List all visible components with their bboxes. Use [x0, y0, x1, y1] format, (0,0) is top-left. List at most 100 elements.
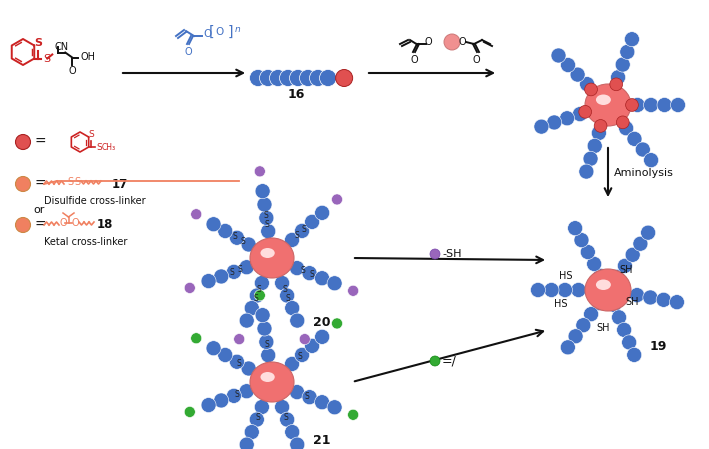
Circle shape — [610, 78, 623, 91]
Circle shape — [315, 205, 330, 220]
Text: S: S — [96, 144, 102, 153]
Text: O: O — [411, 55, 418, 65]
Circle shape — [594, 119, 607, 132]
Text: O: O — [203, 29, 211, 39]
Circle shape — [630, 97, 645, 113]
Text: S: S — [238, 265, 242, 274]
Circle shape — [245, 425, 259, 440]
Text: 16: 16 — [287, 88, 305, 101]
Circle shape — [234, 334, 245, 345]
Circle shape — [289, 385, 305, 400]
Text: S: S — [229, 268, 234, 277]
Circle shape — [239, 313, 255, 328]
Circle shape — [201, 397, 216, 413]
Circle shape — [245, 300, 259, 316]
Text: 19: 19 — [649, 340, 666, 353]
Circle shape — [530, 282, 545, 298]
Text: HS: HS — [554, 299, 568, 309]
Circle shape — [619, 121, 634, 136]
Circle shape — [285, 425, 300, 440]
Circle shape — [259, 70, 277, 87]
Circle shape — [591, 295, 606, 311]
Circle shape — [332, 194, 342, 205]
Text: S: S — [233, 232, 237, 241]
Circle shape — [625, 99, 638, 111]
Circle shape — [584, 282, 600, 298]
Circle shape — [444, 34, 460, 50]
Circle shape — [572, 106, 588, 122]
Circle shape — [332, 318, 342, 329]
Circle shape — [269, 70, 286, 87]
Ellipse shape — [585, 84, 631, 126]
Circle shape — [635, 142, 650, 157]
Text: S: S — [34, 39, 42, 48]
Circle shape — [347, 409, 359, 420]
Text: S: S — [255, 413, 260, 422]
Text: S: S — [302, 224, 306, 233]
Circle shape — [279, 412, 295, 427]
Circle shape — [250, 412, 264, 427]
Circle shape — [633, 236, 648, 251]
Circle shape — [239, 437, 255, 449]
Circle shape — [589, 86, 604, 101]
Circle shape — [255, 400, 269, 414]
Circle shape — [310, 70, 327, 87]
Circle shape — [644, 97, 659, 113]
Text: ]: ] — [228, 25, 233, 39]
Text: 18: 18 — [97, 219, 113, 232]
Circle shape — [579, 106, 591, 118]
Text: S: S — [264, 340, 269, 349]
Circle shape — [347, 285, 359, 296]
Circle shape — [625, 247, 640, 262]
Text: CH₃: CH₃ — [101, 144, 116, 153]
Text: S: S — [43, 54, 50, 64]
Circle shape — [583, 151, 598, 166]
Text: =: = — [34, 135, 45, 149]
Circle shape — [610, 269, 625, 284]
Circle shape — [544, 282, 559, 298]
Circle shape — [571, 282, 586, 298]
Circle shape — [606, 297, 622, 313]
Circle shape — [618, 258, 632, 273]
Circle shape — [671, 97, 686, 113]
Circle shape — [587, 138, 602, 154]
Circle shape — [593, 269, 608, 283]
Circle shape — [627, 132, 642, 146]
Circle shape — [279, 288, 295, 303]
Circle shape — [191, 333, 202, 344]
Circle shape — [226, 264, 242, 279]
Circle shape — [617, 97, 632, 113]
Circle shape — [257, 197, 272, 212]
Circle shape — [259, 335, 274, 349]
Circle shape — [568, 329, 583, 344]
Circle shape — [255, 290, 265, 301]
Circle shape — [261, 224, 276, 239]
Text: O: O — [458, 37, 466, 47]
Text: O: O — [69, 66, 76, 76]
Text: SH: SH — [619, 265, 632, 275]
Circle shape — [630, 288, 644, 303]
Text: S: S — [74, 177, 80, 187]
Text: S: S — [257, 285, 262, 294]
Ellipse shape — [596, 94, 611, 105]
Circle shape — [657, 97, 672, 113]
Circle shape — [606, 83, 621, 97]
Circle shape — [241, 237, 256, 252]
Circle shape — [257, 321, 272, 336]
Circle shape — [616, 285, 631, 300]
Circle shape — [547, 115, 562, 130]
Circle shape — [627, 348, 642, 362]
Text: S: S — [284, 413, 289, 422]
Circle shape — [335, 70, 352, 87]
Circle shape — [430, 249, 440, 259]
Circle shape — [226, 388, 242, 403]
Text: S: S — [310, 270, 314, 279]
Text: Disulfide cross-linker: Disulfide cross-linker — [44, 196, 145, 206]
Text: S: S — [305, 392, 309, 401]
Circle shape — [213, 269, 229, 284]
Circle shape — [561, 57, 576, 73]
Circle shape — [596, 113, 610, 128]
Circle shape — [580, 77, 595, 92]
Ellipse shape — [250, 362, 294, 402]
Text: O: O — [472, 55, 480, 65]
